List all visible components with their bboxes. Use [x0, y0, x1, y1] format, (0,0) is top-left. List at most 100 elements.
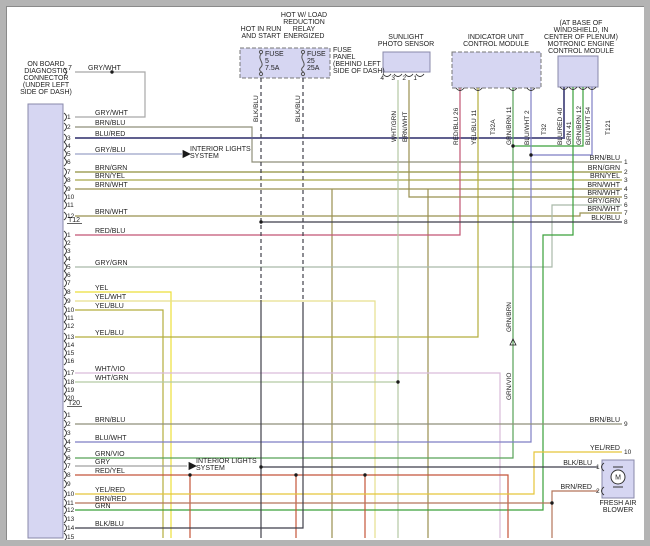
hot-in-run-label-line-1: HOT IN RUN	[241, 26, 282, 33]
obd-connector-group-3-pin-14-number: 14	[67, 525, 75, 532]
obd-connector-group-3-pin-12-number: 12	[67, 507, 75, 514]
sunlight-photo-sensor-pin-terminal-2	[393, 73, 403, 77]
blower-pin-1-number: 1	[596, 464, 600, 471]
obd-connector-group-t20-pin-3-terminal	[63, 246, 67, 256]
blower-pin-2-number: 2	[596, 488, 600, 495]
exit-7-wire-label: BRN/WHT	[587, 206, 620, 213]
wire-label-yel-blu: YEL/BLU	[95, 303, 124, 310]
fuse5-label-line-3: 7.5A	[265, 65, 280, 72]
wire-label-brn-grn: BRN/GRN	[95, 165, 127, 172]
obd-connector-group-3-pin-9-number: 9	[67, 481, 71, 488]
wire-yel-down	[75, 291, 172, 538]
motronic-pin-label-2: GRN 41	[566, 121, 573, 145]
obd-connector-group-t12-pin-7-number: 7	[67, 169, 71, 176]
frame-bottom	[0, 540, 650, 546]
obd-connector-group-t20-pin-17-number: 17	[67, 370, 75, 377]
frame-left	[0, 0, 6, 546]
obd-label-line-4: (UNDER LEFT	[23, 82, 70, 89]
wire-label-gry-grn: GRY/GRN	[95, 260, 128, 267]
wire-brn-wht12-to-exit7	[75, 212, 622, 217]
exit-9-wire-label: BRN/BLU	[590, 417, 620, 424]
indicator-unit-label-line-2: CONTROL MODULE	[463, 41, 529, 48]
wire-label-grn: GRN	[95, 503, 111, 510]
exit-1-wire-label: BRN/BLU	[590, 155, 620, 162]
fuse5-wire-label: BLK/BLU	[253, 95, 260, 122]
obd-connector-group-t12-pin-6-number: 6	[67, 159, 71, 166]
obd-connector-group-t20-pin-6-terminal	[63, 270, 67, 280]
obd-connector-group-3-pin-8-number: 8	[67, 472, 71, 479]
wire-label-wht-vio: WHT/VIO	[95, 366, 125, 373]
obd-connector-group-t20-pin-18-terminal	[63, 377, 67, 387]
interior-lights-arrow-2	[188, 461, 197, 471]
obd-connector-group-3-pin-10-number: 10	[67, 491, 75, 498]
top-pin7-number: 7	[68, 65, 72, 72]
wire-label-gry-wht: GRY/WHT	[95, 110, 129, 117]
wire-label-gry: GRY	[95, 459, 110, 466]
obd-connector-group-t20-pin-7-terminal	[63, 278, 67, 288]
wire-grn-brn-grn-vio-main	[75, 88, 514, 459]
obd-label-line-5: SIDE OF DASH)	[20, 89, 72, 96]
indicator-unit-label-line-1: INDICATOR UNIT	[468, 34, 525, 41]
blower-pin-2-terminal	[601, 486, 605, 496]
obd-connector-group-t20-pin-5-number: 5	[67, 264, 71, 271]
indicator-unit-control-module-box	[451, 51, 542, 89]
wire-blu-wht-link-motronic54	[531, 87, 593, 156]
obd-connector-group-t20-pin-20-number: 20	[67, 395, 75, 402]
obd-connector-group-t20-pin-9-number: 9	[67, 298, 71, 305]
wire-grn-brn-link-motronic12	[513, 87, 584, 147]
obd-connector-group-t12-pin-12-number: 12	[67, 213, 75, 220]
obd-connector-group-t12-pin-3-terminal	[63, 133, 67, 143]
junction-dot	[363, 473, 367, 477]
fuse25-label-line-2: 25	[307, 58, 315, 65]
interior-lights-label-1-line-1: INTERIOR LIGHTS	[190, 146, 251, 153]
exit-2-number: 2	[624, 169, 628, 176]
wire-gry-wht-pin7-loop	[75, 71, 146, 118]
obd-connector-group-t20-pin-9-terminal	[63, 296, 67, 306]
wire-label-blu-wht: BLU/WHT	[95, 435, 127, 442]
obd-connector-group-t20-pin-10-number: 10	[67, 307, 75, 314]
wire-label-red-blu: RED/BLU	[95, 228, 125, 235]
obd-connector-group-t20-pin-16-number: 16	[67, 358, 75, 365]
obd-connector-group-t20-pin-14-terminal	[63, 340, 67, 350]
obd-connector-group-t20-pin-20-terminal	[63, 393, 67, 403]
wire-label-blk-blu: BLK/BLU	[95, 521, 124, 528]
frame-top	[0, 0, 650, 6]
fuse5-label-line-1: FUSE	[265, 51, 284, 58]
obd-connector-group-3-pin-5-number: 5	[67, 447, 71, 454]
connector-name-t121: T121	[605, 120, 612, 135]
wire-blu-red-to-motronic40	[75, 87, 565, 139]
exit-3-number: 3	[624, 177, 628, 184]
frame-right	[644, 0, 650, 546]
wire-label-red-yel: RED/YEL	[95, 468, 125, 475]
obd-connector-group-3-pin-11-number: 11	[67, 500, 74, 507]
obd-connector-group-t20-pin-11-terminal	[63, 313, 67, 323]
obd-connector-group-3-pin-7-number: 7	[67, 463, 71, 470]
sunlight-photo-sensor-box	[382, 51, 431, 73]
obd-connector-group-t20-pin-12-terminal	[63, 321, 67, 331]
obd-connector-group-3-pin-4-terminal	[63, 437, 67, 447]
hot-load-reduction-label-line-1: HOT W/ LOAD	[281, 12, 327, 19]
wire-yel-wht-down	[75, 300, 376, 538]
wire-gry-grn-to-exit6	[75, 204, 622, 268]
connector-name-t32a: T32A	[490, 119, 497, 135]
junction-dot	[259, 465, 263, 469]
junction-dot	[294, 473, 298, 477]
obd-connector-group-t12-pin-12-terminal	[63, 211, 67, 221]
obd-connector-group-t20-pin-16-terminal	[63, 356, 67, 366]
obd-connector-group-t12-pin-5-terminal	[63, 149, 67, 159]
fuse-panel-label-line-1: FUSE	[333, 47, 352, 54]
wire-label-brn-blu: BRN/BLU	[95, 417, 125, 424]
obd-connector-group-t12-pin-10-terminal	[63, 192, 67, 202]
obd-connector-group-t20-pin-6-number: 6	[67, 272, 71, 279]
sunlight-photo-sensor-pin-number-4: 4	[380, 75, 384, 82]
exit-10-wire-label: YEL/RED	[590, 445, 620, 452]
wire-label-brn-red: BRN/RED	[95, 496, 127, 503]
obd-connector-group-t20-pin-18-number: 18	[67, 379, 75, 386]
obd-connector-group-t20-pin-14-number: 14	[67, 342, 75, 349]
sunlight-photo-sensor-pin-number-2: 2	[402, 75, 406, 82]
junction-dot	[511, 144, 515, 148]
obd-connector-group-3-pin-2-number: 2	[67, 421, 71, 428]
wire-label-grn-vio: GRN/VIO	[95, 451, 125, 458]
fresh-air-blower-label-line-2: BLOWER	[603, 507, 633, 514]
motronic-pin-terminal-3	[578, 86, 588, 90]
